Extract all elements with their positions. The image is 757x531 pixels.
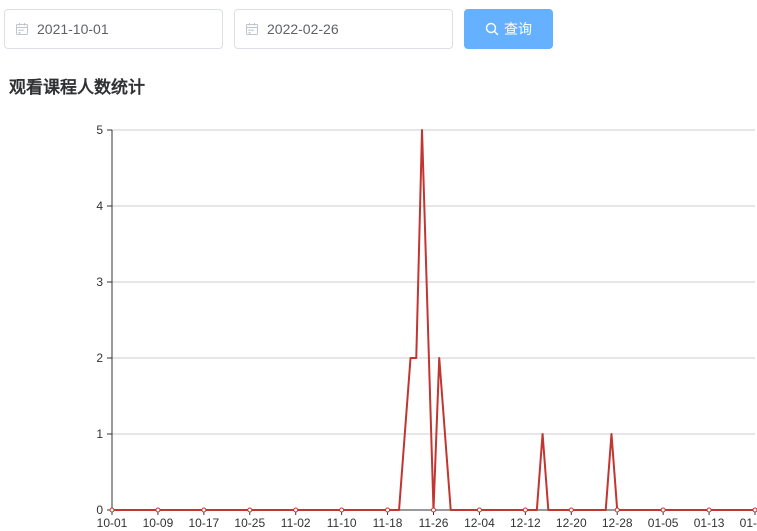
x-tick-label: 10-01 xyxy=(97,516,128,530)
y-tick-label: 3 xyxy=(96,275,103,289)
data-point xyxy=(385,507,391,513)
data-point xyxy=(431,507,436,513)
data-point xyxy=(568,507,574,513)
x-tick-label: 11-10 xyxy=(327,516,357,530)
x-tick-label: 01-21 xyxy=(740,516,757,530)
data-point xyxy=(752,507,757,513)
query-button-label: 查询 xyxy=(504,21,532,37)
x-tick-label: 12-28 xyxy=(602,516,633,530)
x-tick-label: 10-17 xyxy=(189,516,220,530)
y-tick-label: 0 xyxy=(96,503,103,517)
end-date-value: 2022-02-26 xyxy=(267,21,339,37)
x-tick-label: 01-05 xyxy=(648,516,679,530)
y-tick-label: 2 xyxy=(96,351,103,365)
query-button[interactable]: 查询 xyxy=(464,9,553,49)
data-point xyxy=(660,507,666,513)
end-date-input[interactable]: 2022-02-26 xyxy=(234,9,453,49)
start-date-input[interactable]: 2021-10-01 xyxy=(4,9,223,49)
x-tick-label: 10-09 xyxy=(143,516,174,530)
section-title: 观看课程人数统计 xyxy=(9,78,145,97)
x-tick-label: 10-25 xyxy=(234,516,265,530)
data-point xyxy=(522,507,528,513)
x-tick-label: 11-26 xyxy=(419,516,449,530)
x-tick-label: 11-18 xyxy=(373,516,403,530)
viewer-count-chart: 0 1 2 3 4 5 10-01 10-09 10-17 10-25 11-02 11-10 11-1… xyxy=(0,100,757,531)
x-tick-label: 12-04 xyxy=(464,516,495,530)
x-tick-label: 12-20 xyxy=(556,516,587,530)
data-point xyxy=(706,507,712,513)
data-point xyxy=(293,507,299,513)
data-point xyxy=(155,507,161,513)
y-tick-label: 1 xyxy=(96,427,103,441)
line-chart: 0 1 2 3 4 5 10-01 10-09 10-17 10-25 11-02 11-10 11-1… xyxy=(96,123,757,530)
data-point xyxy=(247,507,253,513)
data-point xyxy=(614,507,620,513)
x-tick-label: 12-12 xyxy=(510,516,541,530)
calendar-icon xyxy=(15,22,29,36)
y-tick-label: 5 xyxy=(96,123,103,137)
search-icon xyxy=(485,22,499,36)
series-line xyxy=(112,129,755,511)
data-point xyxy=(339,507,345,513)
x-tick-label: 11-02 xyxy=(281,516,311,530)
start-date-value: 2021-10-01 xyxy=(37,21,109,37)
calendar-icon xyxy=(245,22,259,36)
y-tick-label: 4 xyxy=(96,199,103,213)
data-point xyxy=(476,507,482,513)
x-tick-label: 01-13 xyxy=(694,516,725,530)
data-point xyxy=(109,507,115,513)
data-point xyxy=(201,507,207,513)
